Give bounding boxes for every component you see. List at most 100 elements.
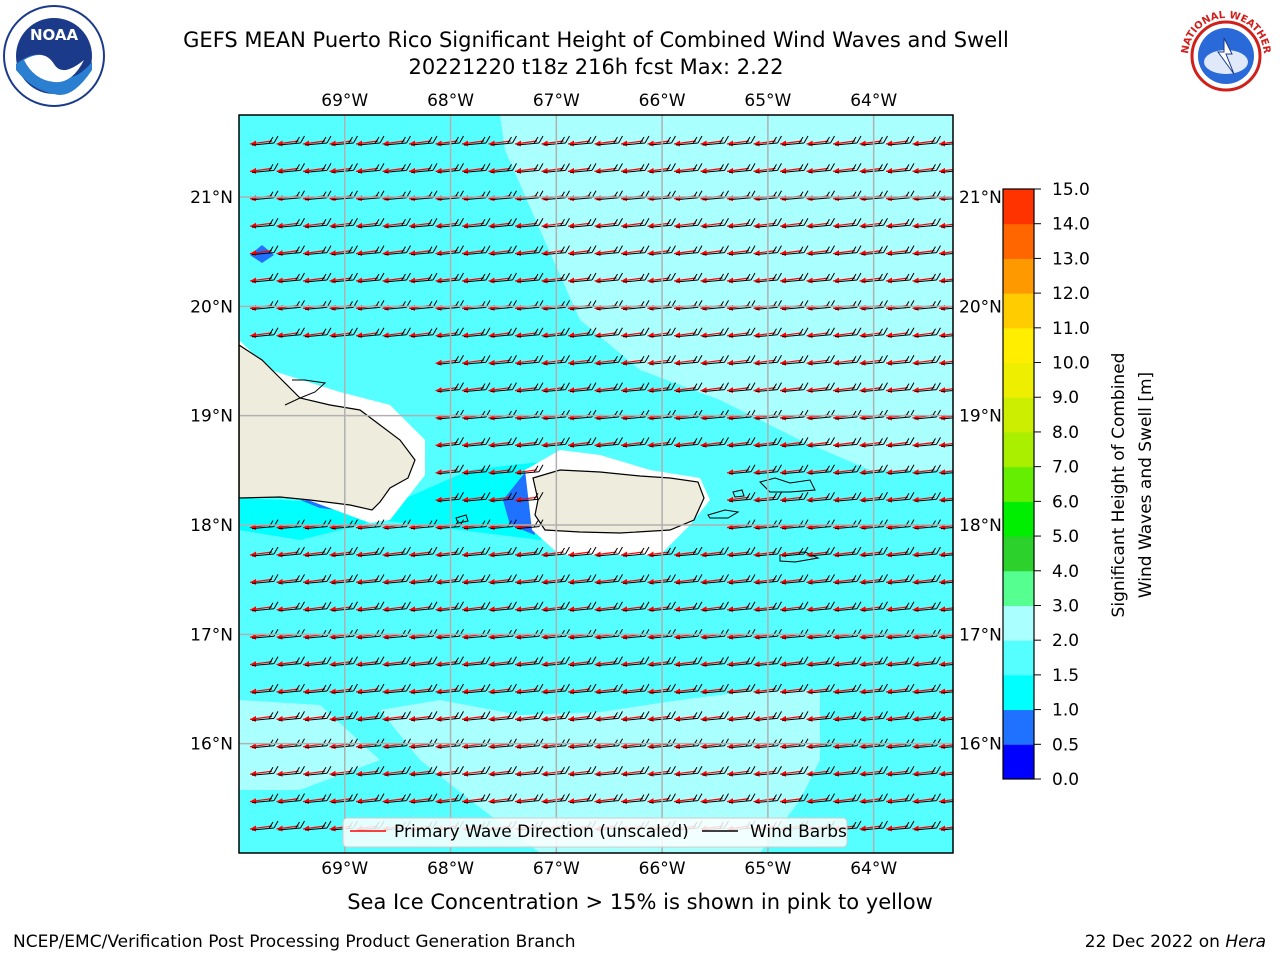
wind-barb xyxy=(938,633,953,640)
wind-barb xyxy=(461,683,491,695)
wind-barb xyxy=(726,437,756,448)
wind-barb xyxy=(885,765,915,777)
wind-barb xyxy=(912,437,941,448)
colorbar-tick-label: 4.0 xyxy=(1052,562,1079,582)
wind-barb xyxy=(594,437,623,448)
wind-barb xyxy=(806,765,835,777)
wind-barb xyxy=(541,382,570,394)
wind-barb xyxy=(329,546,358,558)
wind-barb xyxy=(488,272,517,284)
wind-barb xyxy=(594,793,623,805)
wind-barb xyxy=(885,163,915,174)
colorbar xyxy=(1003,189,1034,780)
wind-barb xyxy=(885,711,915,722)
wind-barb xyxy=(726,245,756,257)
wind-barb xyxy=(249,546,279,558)
wind-barb xyxy=(620,437,650,448)
wind-barb xyxy=(912,683,941,695)
colorbar-tick-label: 8.0 xyxy=(1052,423,1079,443)
wind-barb xyxy=(355,245,385,257)
wind-barb xyxy=(912,820,941,832)
wind-barb xyxy=(461,711,491,722)
colorbar-tick-label: 14.0 xyxy=(1052,215,1090,235)
colorbar-frame xyxy=(1002,188,1035,780)
wind-barb xyxy=(726,217,756,229)
lon-label-top: 67°W xyxy=(533,91,580,111)
wind-barb xyxy=(859,601,888,613)
wind-barb xyxy=(382,272,411,284)
wind-barb xyxy=(276,546,305,558)
wind-barb xyxy=(753,574,782,585)
wind-barb xyxy=(461,574,491,585)
wind-barb xyxy=(355,683,385,695)
wind-barb xyxy=(647,272,676,284)
wind-barb xyxy=(302,656,332,668)
wind-barb xyxy=(302,217,332,229)
colorbar-segment xyxy=(1003,431,1034,468)
wind-barb xyxy=(461,354,491,366)
wind-barb xyxy=(859,464,888,476)
wind-barb xyxy=(647,656,676,668)
wind-barb xyxy=(885,382,915,394)
wind-barb xyxy=(673,135,703,147)
wind-barb xyxy=(753,464,782,476)
wind-barb xyxy=(647,546,676,558)
wave-height-region-2-3m-north xyxy=(500,115,953,470)
wind-barb xyxy=(382,245,411,257)
wind-barb xyxy=(938,743,953,750)
wind-barb xyxy=(488,656,517,668)
wind-barb xyxy=(912,574,941,585)
wind-barb xyxy=(514,163,544,174)
wind-barb xyxy=(514,327,544,339)
wind-barb xyxy=(302,711,332,722)
wind-barb xyxy=(249,217,279,229)
wind-barb xyxy=(806,327,835,339)
wind-barb xyxy=(859,491,888,503)
wind-barb xyxy=(541,546,570,558)
wind-barb xyxy=(355,217,385,229)
wind-barb xyxy=(355,601,385,613)
noaa-logo: NOAA xyxy=(3,5,105,107)
wind-barb xyxy=(514,546,544,558)
wind-barb xyxy=(885,820,915,832)
wind-barb xyxy=(859,354,888,366)
wind-barb xyxy=(673,793,703,805)
wind-barb xyxy=(859,574,888,585)
wind-barb xyxy=(832,491,862,503)
wind-barb xyxy=(567,683,597,695)
wind-barb xyxy=(408,546,438,558)
wind-barb xyxy=(329,245,358,257)
wind-barb xyxy=(329,656,358,668)
wind-barb xyxy=(488,683,517,695)
colorbar-tick-label: 1.5 xyxy=(1052,666,1079,686)
wind-barb xyxy=(514,382,544,394)
wind-barb xyxy=(276,601,305,613)
wind-barb xyxy=(276,765,305,777)
wind-barb xyxy=(355,793,385,805)
wind-barb xyxy=(753,491,782,503)
wind-barb xyxy=(885,491,915,503)
wind-barb xyxy=(514,765,544,777)
wind-barb xyxy=(382,711,411,722)
wind-barb xyxy=(461,656,491,668)
wind-barb xyxy=(567,574,597,585)
lat-label-left: 19°N xyxy=(190,407,233,427)
wind-barb xyxy=(488,245,517,257)
wind-barb xyxy=(647,327,676,339)
lon-label-bottom: 64°W xyxy=(850,859,897,879)
map-legend: Primary Wave Direction (unscaled) Wind B… xyxy=(342,817,848,848)
wind-barb xyxy=(541,793,570,805)
wind-barb xyxy=(832,217,862,229)
wind-barb xyxy=(435,683,464,695)
wind-barb xyxy=(779,327,809,339)
nws-logo: NATIONAL WEATHER SERVICE xyxy=(1174,4,1276,106)
wind-barb xyxy=(832,272,862,284)
wind-barb xyxy=(435,793,464,805)
colorbar-segment xyxy=(1003,570,1034,606)
wind-barb xyxy=(567,601,597,613)
wind-barb xyxy=(912,272,941,284)
wind-barb xyxy=(302,765,332,777)
wind-barb xyxy=(435,656,464,668)
wind-barbs-layer xyxy=(249,135,953,832)
wind-barb xyxy=(355,163,385,174)
